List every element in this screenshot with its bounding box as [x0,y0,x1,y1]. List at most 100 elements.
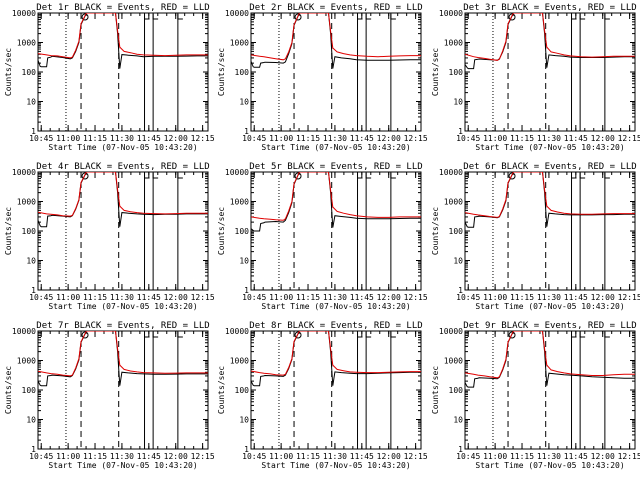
x-tick-label: 11:15 [83,293,107,302]
y-tick-label: 10 [239,98,249,107]
x-tick-label: 11:30 [323,452,347,461]
y-tick-label: 1000 [17,357,36,366]
y-tick-label: 100 [449,68,464,77]
y-tick-label: 1 [31,286,36,295]
panel-title: Det 1r BLACK = Events, RED = LLD [36,3,209,13]
x-tick-label: 12:15 [191,293,215,302]
panel-2: Det 2r BLACK = Events, RED = LLD 1 10 100 10… [217,3,428,152]
x-tick-label: 11:15 [296,293,320,302]
x-axis-label: Start Time (07-Nov-05 10:43:20) [475,461,624,470]
x-tick-label: 12:00 [591,293,615,302]
corner-marker [390,332,396,338]
x-tick-label: 11:45 [564,134,588,143]
circle-marker [294,172,302,180]
circle-marker [294,13,302,21]
x-tick-label: 11:00 [56,452,80,461]
y-tick-label: 10 [453,98,463,107]
x-axis-label: Start Time (07-Nov-05 10:43:20) [475,143,624,152]
y-tick-label: 1 [458,127,463,136]
circle-marker [508,172,516,180]
corner-marker [177,14,183,20]
y-tick-label: 100 [449,386,464,395]
series-group [465,331,635,388]
x-tick-label: 11:00 [269,452,293,461]
y-tick-label: 10000 [225,327,249,336]
panel-3: Det 3r BLACK = Events, RED = LLD 1 10 100 10… [431,3,640,152]
x-axis-label: Start Time (07-Nov-05 10:43:20) [48,302,197,311]
series-group [38,331,208,387]
plot-frame [464,330,636,450]
y-tick-label: 1 [458,286,463,295]
y-tick-label: 1000 [444,357,463,366]
y-tick-label: 1000 [17,198,36,207]
y-axis-label: Counts/sec [431,366,440,414]
x-tick-label: 11:15 [296,134,320,143]
corner-marker [604,173,610,179]
y-tick-label: 10000 [12,327,36,336]
x-tick-label: 11:15 [510,452,534,461]
y-tick-label: 10000 [439,327,463,336]
corner-marker [579,332,586,338]
x-tick-label: 11:45 [137,293,161,302]
corner-marker [144,332,150,338]
panel-title: Det 6r BLACK = Events, RED = LLD [463,162,636,172]
y-tick-label: 10000 [439,168,463,177]
corner-marker [357,14,363,20]
circle-marker [81,331,89,339]
y-axis-label: Counts/sec [431,48,440,96]
panel-8: Det 8r BLACK = Events, RED = LLD 1 10 100 10… [217,321,428,470]
corner-marker [152,332,159,338]
series-black [465,172,635,228]
circle-marker [508,13,516,21]
y-tick-label: 10000 [12,168,36,177]
panel-9: Det 9r BLACK = Events, RED = LLD 1 10 100 10… [431,321,640,470]
y-tick-label: 10 [453,416,463,425]
x-tick-label: 10:45 [242,293,266,302]
x-tick-label: 12:00 [591,452,615,461]
series-black [465,13,635,70]
corner-marker [152,173,159,179]
plot-frame [250,12,422,132]
x-axis-label: Start Time (07-Nov-05 10:43:20) [261,461,410,470]
series-black [38,331,208,387]
corner-marker [571,14,577,20]
x-tick-label: 11:15 [510,293,534,302]
y-tick-label: 10000 [225,9,249,18]
y-axis-label: Counts/sec [4,366,13,414]
x-tick-label: 12:15 [404,293,428,302]
y-tick-label: 1 [31,445,36,454]
y-tick-label: 1 [244,127,249,136]
plot-frame [464,171,636,291]
corner-marker [177,332,183,338]
panel-title: Det 2r BLACK = Events, RED = LLD [249,3,422,13]
x-tick-label: 12:15 [404,452,428,461]
x-tick-label: 11:15 [83,452,107,461]
x-tick-label: 11:15 [83,134,107,143]
panel-title: Det 4r BLACK = Events, RED = LLD [36,162,209,172]
series-black [251,172,421,232]
x-tick-label: 11:45 [564,452,588,461]
corner-marker [365,14,372,20]
plot-frame [37,171,209,291]
corner-marker [152,14,159,20]
x-tick-label: 12:15 [618,452,640,461]
x-tick-label: 12:00 [377,452,401,461]
corner-marker [579,14,586,20]
y-axis-label: Counts/sec [217,48,226,96]
x-tick-label: 11:30 [537,452,561,461]
x-tick-label: 11:30 [110,293,134,302]
y-tick-label: 100 [235,68,250,77]
panel-1: Det 1r BLACK = Events, RED = LLD 1 10 100 10… [4,3,215,152]
panel-title: Det 8r BLACK = Events, RED = LLD [249,321,422,331]
x-tick-label: 11:45 [350,452,374,461]
series-black [38,172,208,228]
x-tick-label: 11:00 [483,134,507,143]
y-tick-label: 100 [235,227,250,236]
x-tick-label: 12:00 [377,134,401,143]
panel-4: Det 4r BLACK = Events, RED = LLD 1 10 100 10… [4,162,215,311]
series-group [251,172,421,232]
x-tick-label: 11:30 [323,134,347,143]
x-tick-label: 11:30 [323,293,347,302]
x-tick-label: 10:45 [242,134,266,143]
